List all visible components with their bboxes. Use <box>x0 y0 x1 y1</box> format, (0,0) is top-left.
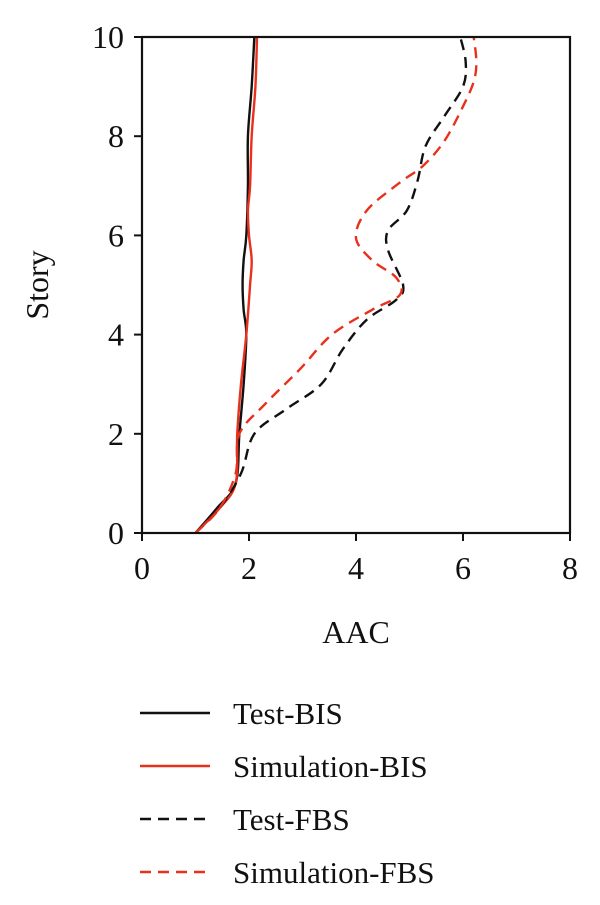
series-layer <box>194 36 478 534</box>
legend-label-simulation-bis: Simulation-BIS <box>233 749 428 784</box>
axes-frame <box>140 35 572 535</box>
series-line-simulation-fbs <box>194 36 478 534</box>
y-axis-ticks: 0 2 4 6 8 10 <box>92 19 142 551</box>
y-tick-label: 6 <box>108 217 124 253</box>
legend-label-simulation-fbs: Simulation-FBS <box>233 855 435 890</box>
series-line-simulation-bis <box>194 36 259 534</box>
plot-area <box>140 35 572 535</box>
x-tick-label: 6 <box>455 550 471 586</box>
x-tick-label: 8 <box>562 550 578 586</box>
x-axis-title: AAC <box>322 614 390 650</box>
legend-label-test-fbs: Test-FBS <box>233 802 350 837</box>
x-tick-label: 2 <box>241 550 257 586</box>
x-tick-label: 0 <box>134 550 150 586</box>
y-tick-label: 2 <box>108 416 124 452</box>
x-axis-ticks: 0 2 4 6 8 <box>134 533 578 586</box>
y-tick-label: 10 <box>92 19 124 55</box>
x-tick-label: 4 <box>348 550 364 586</box>
series-line-test-fbs <box>194 36 468 534</box>
y-tick-label: 8 <box>108 118 124 154</box>
y-axis-title: Story <box>19 250 55 319</box>
y-tick-label: 4 <box>108 317 124 353</box>
y-tick-label: 0 <box>108 515 124 551</box>
legend-label-test-bis: Test-BIS <box>233 696 343 731</box>
legend: Test-BIS Simulation-BIS Test-FBS Simulation… <box>140 696 435 890</box>
